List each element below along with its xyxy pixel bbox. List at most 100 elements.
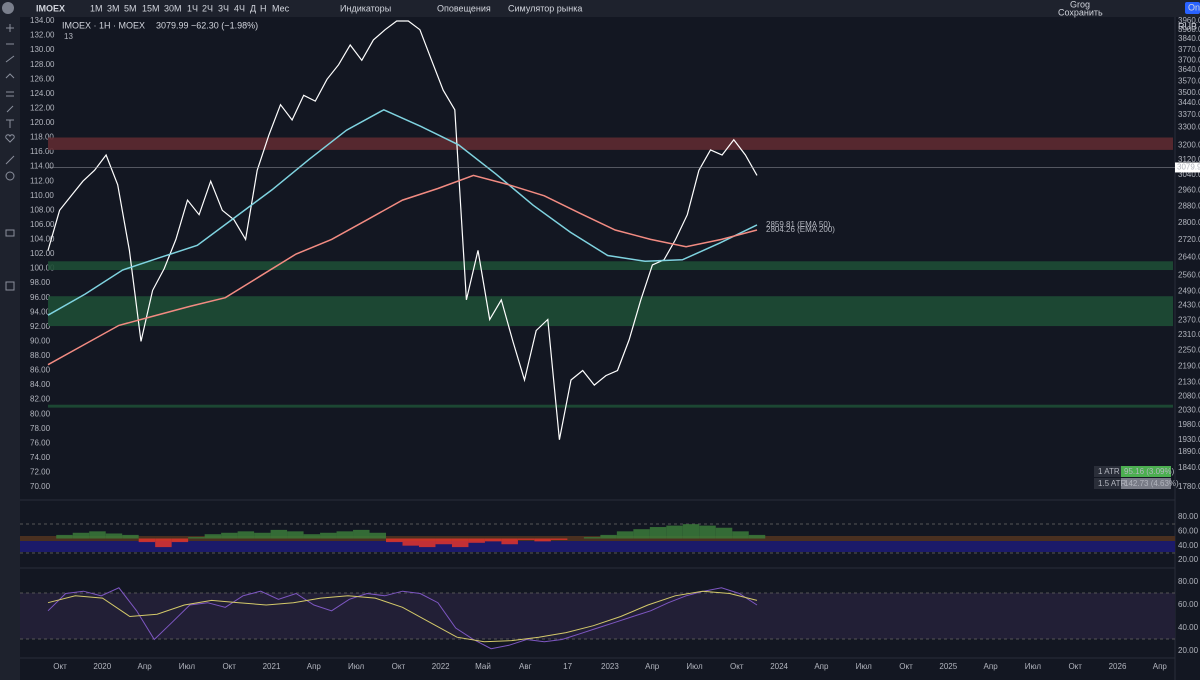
replay-button[interactable]: Симулятор рынка <box>508 3 582 13</box>
oscillator-bar <box>435 538 452 545</box>
interval-button[interactable]: 2Ч <box>202 3 213 13</box>
price-axis-label: 2370.00 <box>1178 315 1200 324</box>
time-axis-label: Июл <box>686 662 703 671</box>
pane3-axis-label: 60.00 <box>1178 600 1199 609</box>
interval-button[interactable]: 3Ч <box>218 3 229 13</box>
oscillator-bar <box>138 538 156 543</box>
zoom-tool[interactable] <box>5 171 15 181</box>
online-label[interactable]: On <box>1188 2 1200 12</box>
price-axis-label: 3960.00 <box>1178 16 1200 25</box>
pane2-low-band <box>20 541 1175 552</box>
fib-tool[interactable] <box>6 91 14 97</box>
left-axis-label: 122.00 <box>30 103 55 112</box>
interval-button[interactable]: Мес <box>272 3 290 13</box>
oscillator-bar <box>633 529 650 539</box>
rsi-band <box>20 593 1175 639</box>
interval-button[interactable]: 30M <box>164 3 182 13</box>
indicators-button[interactable]: Индикаторы <box>340 3 391 13</box>
zone <box>48 261 1173 271</box>
text-tool[interactable] <box>6 119 14 128</box>
top-toolbar <box>0 0 1200 17</box>
left-axis-label: 76.00 <box>30 438 51 447</box>
oscillator-bar <box>105 533 123 539</box>
oscillator-bar <box>517 538 535 540</box>
oscillator-bar <box>89 531 106 539</box>
crosshair-tool[interactable] <box>6 24 14 32</box>
time-axis-label: Окт <box>899 662 913 671</box>
oscillator-bar <box>237 531 255 539</box>
price-axis-label: 2490.00 <box>1178 286 1200 295</box>
price-axis-label: 3500.00 <box>1178 88 1200 97</box>
symbol[interactable]: IMOEX <box>36 3 65 13</box>
interval-button[interactable]: Н <box>260 3 267 13</box>
price-axis-label: 2800.00 <box>1178 218 1200 227</box>
pane2-axis-label: 60.00 <box>1178 526 1199 535</box>
interval-button[interactable]: 5M <box>124 3 137 13</box>
oscillator-bar <box>682 524 700 539</box>
left-axis-label: 130.00 <box>30 45 55 54</box>
time-axis-label: Июл <box>856 662 873 671</box>
left-axis-label: 82.00 <box>30 395 51 404</box>
atr-label: 1.5 ATR <box>1098 479 1127 488</box>
last-price-label: 3079.99 <box>1177 163 1200 172</box>
price-axis-label: 3900.00 <box>1178 25 1200 34</box>
oscillator-bar <box>583 537 601 539</box>
alerts-button[interactable]: Оповещения <box>437 3 491 13</box>
time-axis-label: 2026 <box>1109 662 1127 671</box>
time-axis-label: Апр <box>1153 662 1168 671</box>
left-axis-label: 100.00 <box>30 264 55 273</box>
oscillator-bar <box>386 538 403 543</box>
zone <box>48 404 1173 408</box>
time-axis-label: Окт <box>1068 662 1082 671</box>
pattern-tool[interactable] <box>5 73 15 79</box>
left-axis-label: 128.00 <box>30 60 55 69</box>
interval-button[interactable]: 1Ч <box>187 3 198 13</box>
favorite-tool[interactable] <box>5 134 15 143</box>
oscillator-bar <box>353 529 370 539</box>
interval-button[interactable]: 3M <box>107 3 120 13</box>
price-axis-label: 3370.00 <box>1178 110 1200 119</box>
left-axis-label: 70.00 <box>30 482 51 491</box>
trash-tool[interactable] <box>5 281 15 291</box>
time-axis-label: Окт <box>222 662 236 671</box>
oscillator-bar <box>484 538 502 542</box>
interval-button[interactable]: 4Ч <box>234 3 245 13</box>
zone <box>48 137 1173 150</box>
oscillator-bar <box>699 525 716 539</box>
user-name: Grog <box>1070 0 1090 9</box>
oscillator-bar <box>221 532 238 539</box>
brush-tool[interactable] <box>6 105 14 113</box>
oscillator-bar <box>155 538 172 548</box>
price-axis-label: 3200.00 <box>1178 140 1200 149</box>
oscillator-bar <box>550 538 568 540</box>
pane3-axis-label: 40.00 <box>1178 623 1199 632</box>
channel-tool[interactable] <box>5 55 15 63</box>
left-axis-label: 110.00 <box>30 191 54 200</box>
time-axis-label: 2022 <box>432 662 450 671</box>
ruler-tool[interactable] <box>5 155 15 165</box>
oscillator-bar <box>188 537 205 539</box>
left-axis-label: 118.00 <box>30 133 54 142</box>
interval-button[interactable]: Д <box>250 3 256 13</box>
save-button[interactable]: Сохранить <box>1058 7 1103 17</box>
price-axis-label: 2960.00 <box>1178 186 1200 195</box>
oscillator-bar <box>171 538 189 543</box>
oscillator-bar <box>56 534 73 539</box>
time-axis-label: Окт <box>53 662 67 671</box>
lock-tool[interactable] <box>5 229 15 237</box>
time-axis-label: 2023 <box>601 662 619 671</box>
price-axis-label: 3770.00 <box>1178 45 1200 54</box>
left-toolbar <box>0 17 20 680</box>
left-axis-label: 120.00 <box>30 118 55 127</box>
interval-button[interactable]: 15M <box>142 3 160 13</box>
price-axis-label: 2130.00 <box>1178 377 1200 386</box>
oscillator-bar <box>336 531 354 539</box>
atr-label-box <box>1094 478 1121 489</box>
interval-button[interactable]: 1M <box>90 3 103 13</box>
left-axis-label: 112.00 <box>30 176 54 185</box>
rsi-line <box>47 587 758 650</box>
atr-value: 95.16 (3.09%) <box>1124 467 1175 476</box>
pane3-axis-label: 20.00 <box>1178 646 1199 655</box>
avatar[interactable] <box>2 2 14 14</box>
